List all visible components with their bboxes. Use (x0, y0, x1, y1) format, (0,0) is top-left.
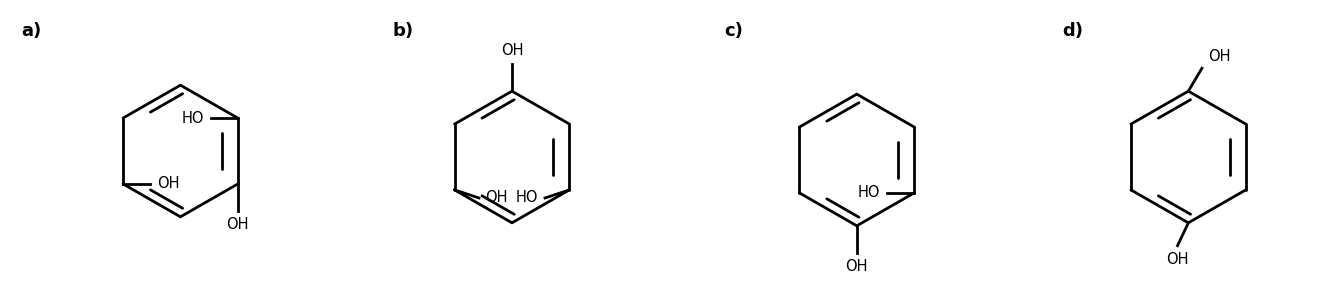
Text: OH: OH (485, 191, 508, 205)
Text: OH: OH (157, 176, 179, 191)
Text: OH: OH (845, 259, 868, 274)
Text: OH: OH (1167, 252, 1188, 267)
Text: OH: OH (227, 217, 249, 232)
Text: b): b) (392, 22, 413, 40)
Text: OH: OH (1208, 49, 1231, 64)
Text: HO: HO (859, 185, 881, 201)
Text: HO: HO (516, 191, 538, 205)
Text: a): a) (21, 22, 41, 40)
Text: d): d) (1062, 22, 1083, 40)
Text: c): c) (724, 22, 743, 40)
Text: OH: OH (501, 43, 524, 58)
Text: HO: HO (182, 111, 205, 126)
